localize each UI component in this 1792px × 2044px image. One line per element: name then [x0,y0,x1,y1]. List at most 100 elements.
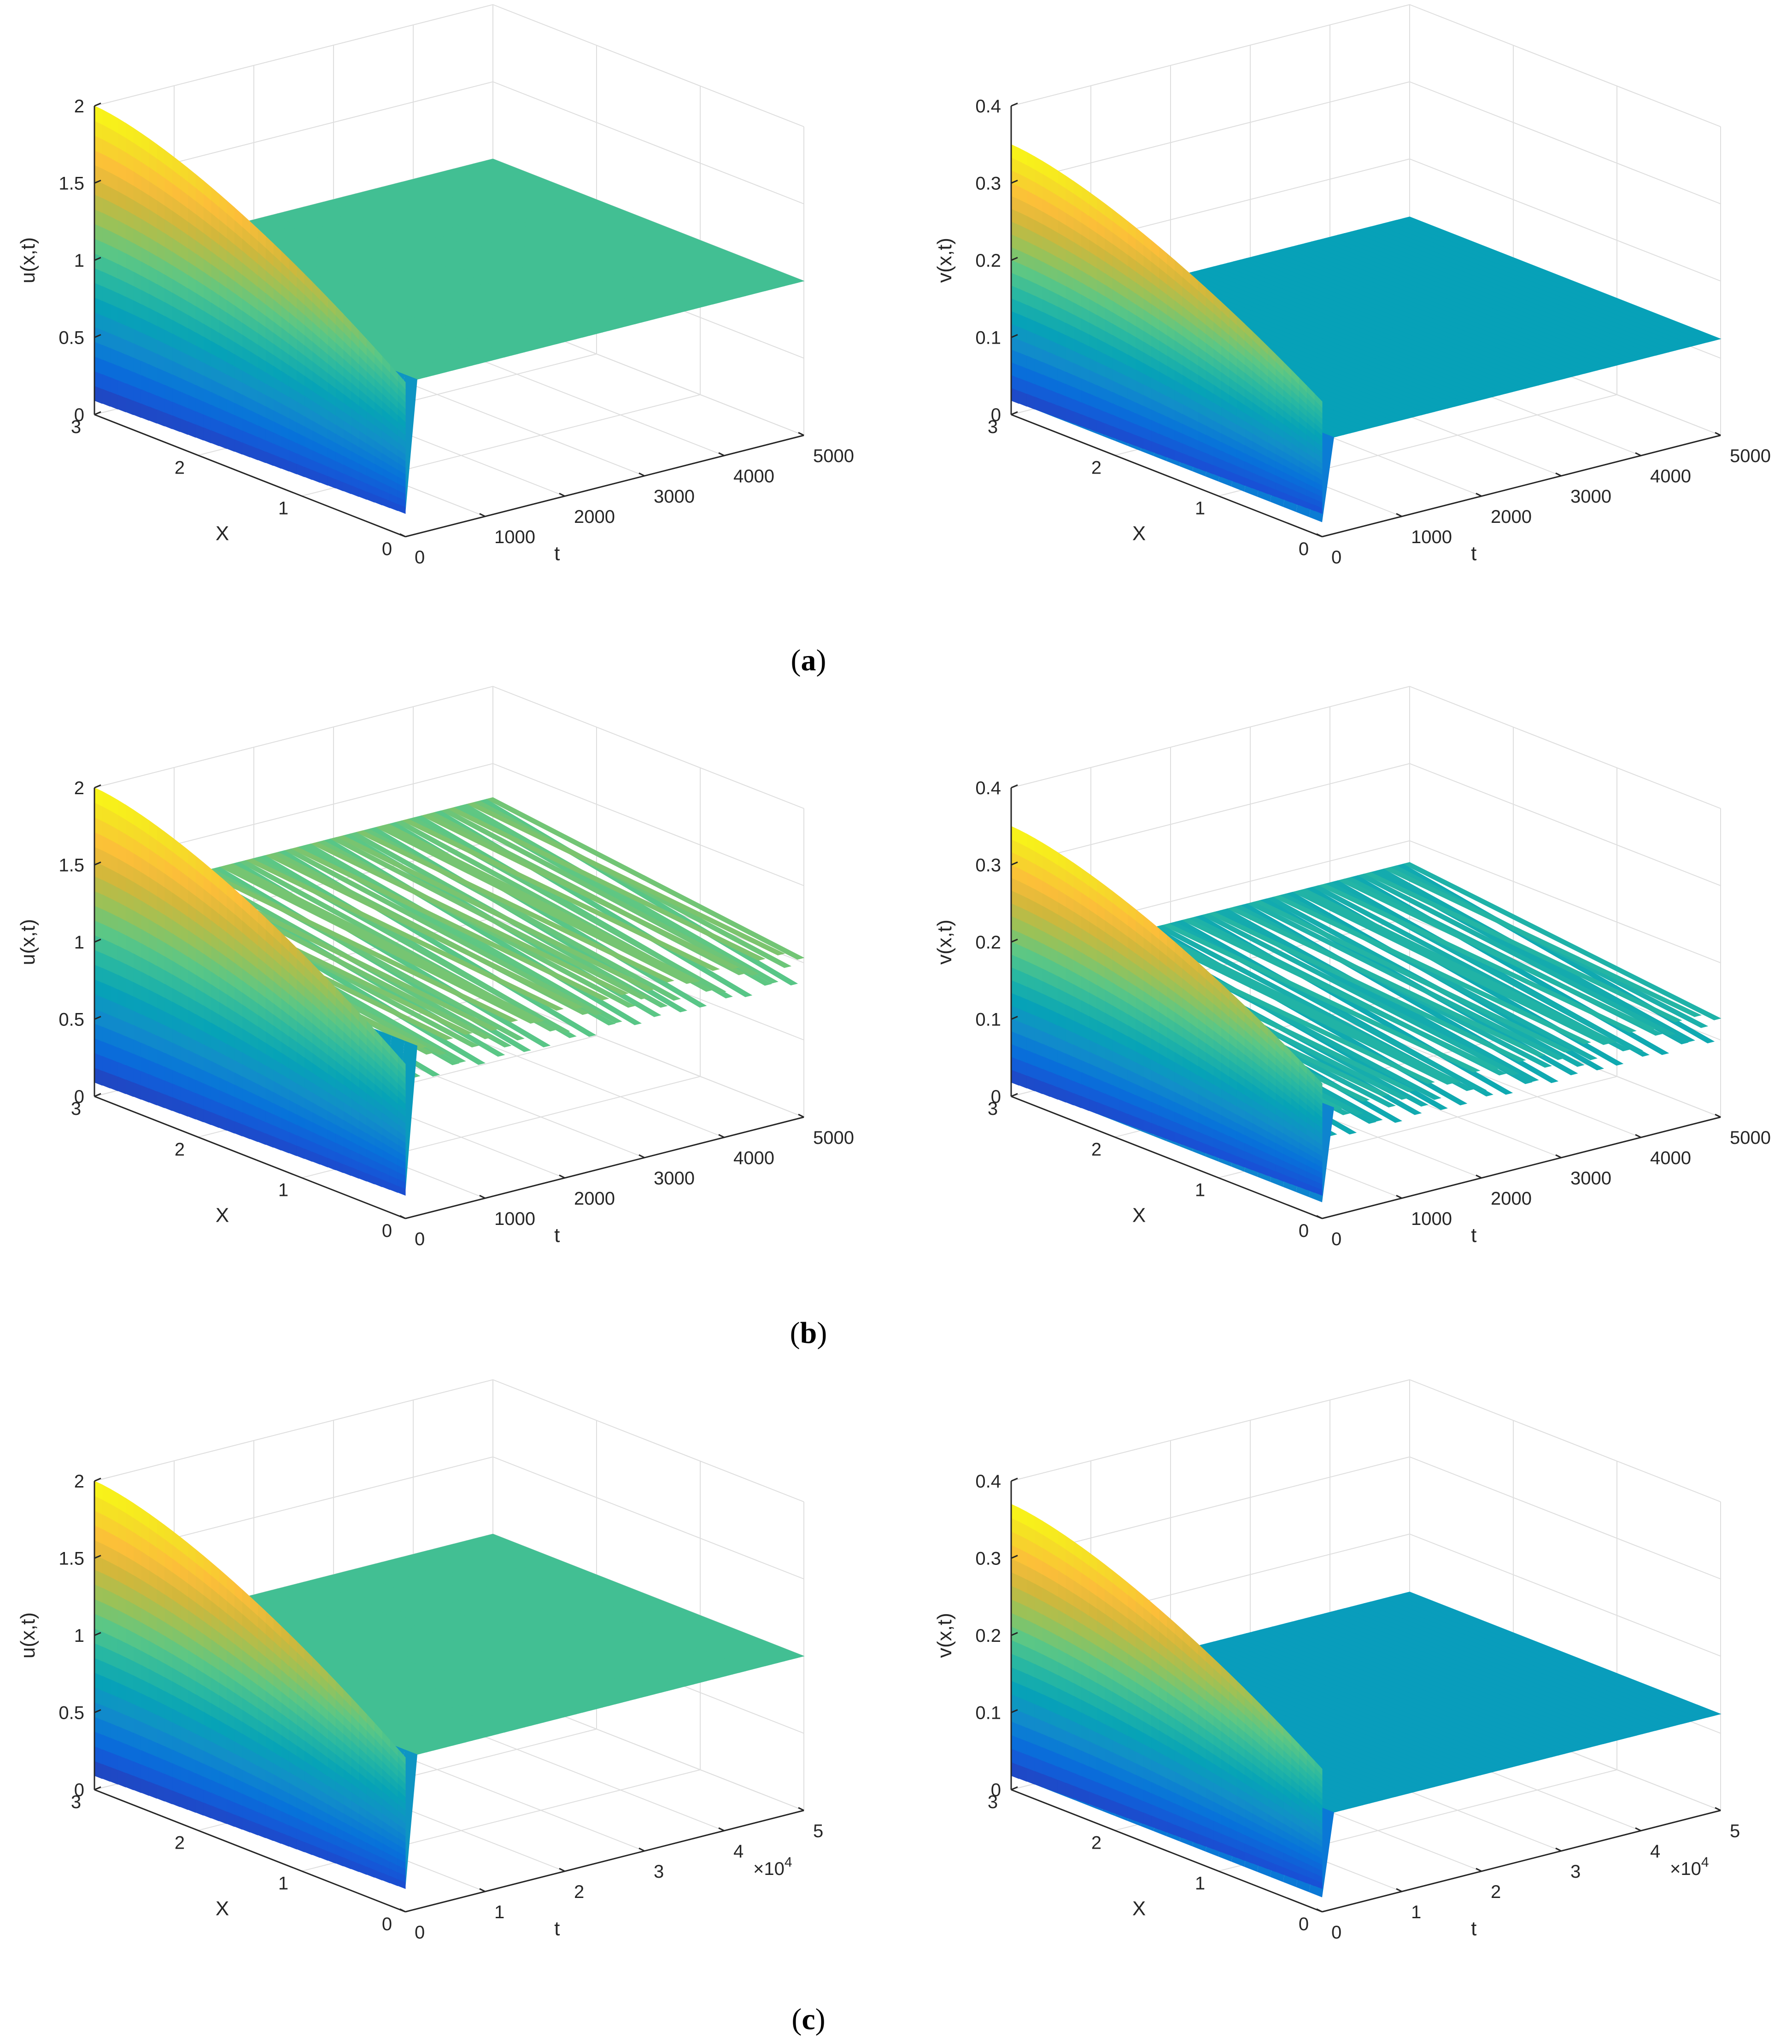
t-tick-label: 0 [1331,1229,1341,1249]
x-tick-label: 3 [71,1099,81,1119]
x-tick-label: 1 [1195,1180,1205,1201]
t-axis-label: t [1471,542,1476,565]
gridline-z [94,1379,804,1502]
t-axis-label: t [1471,1224,1476,1247]
z-tick-label: 0.3 [975,855,1001,876]
x-tick-label: 0 [382,1914,392,1934]
t-tick-label: 4 [733,1841,744,1862]
z-tick-label: 0.4 [975,96,1001,117]
t-tick-label: 5000 [813,446,854,466]
z-tick [94,257,101,261]
x-tick-label: 0 [382,539,392,559]
surface [1011,826,1722,1202]
z-axis-label: u(x,t) [17,919,39,965]
x-axis-label: X [216,1204,229,1227]
t-tick-label: 1000 [494,1209,535,1229]
z-tick-label: 0.1 [975,328,1001,348]
x-tick-label: 1 [278,1874,288,1894]
gridline-z [1011,1456,1721,1580]
gridline-z [94,685,804,809]
z-tick-label: 0.4 [975,778,1001,798]
x-tick-label: 2 [175,1139,185,1160]
z-tick-label: 0 [74,405,84,425]
t-tick-label: 4000 [733,1148,774,1168]
t-tick [798,432,804,436]
x-axis-line [94,414,406,538]
z-axis-label: u(x,t) [17,1612,39,1658]
surface [94,1481,805,1889]
t-tick [559,492,565,497]
panel-a-left: 00.511.520123010002000300040005000u(x,t)… [17,4,854,568]
t-tick-label: 0 [415,1922,425,1943]
surface [1011,1504,1722,1898]
x-tick-label: 3 [988,1099,998,1119]
z-tick-label: 2 [74,96,84,117]
z-tick [94,102,101,107]
t-tick [479,513,486,517]
x-tick-label: 0 [1299,1221,1309,1241]
panel-a-right: 00.10.20.30.40123010002000300040005000v(… [933,4,1771,568]
x-tick-label: 1 [278,498,288,519]
z-tick-label: 0.1 [975,1010,1001,1030]
gridline-z [1011,763,1721,886]
z-axis-label: v(x,t) [933,238,956,283]
x-tick-label: 1 [278,1180,288,1201]
z-tick-label: 1 [74,251,84,271]
t-tick-label: 5000 [1730,1128,1771,1148]
t-tick-label: 1000 [494,527,535,547]
z-tick-label: 0.3 [975,174,1001,194]
t-tick-label: 5000 [1730,446,1771,466]
z-tick-label: 2 [74,778,84,798]
x-tick-label: 2 [175,457,185,478]
x-tick-label: 2 [1091,457,1101,478]
gridline-x [301,86,701,497]
z-tick [94,411,101,416]
z-tick-label: 2 [74,1471,84,1492]
z-tick [94,180,101,184]
gridline-z [94,4,804,127]
z-tick-label: 0.5 [59,328,84,348]
gridline-z [1011,81,1721,205]
z-tick-label: 1.5 [59,1549,84,1569]
gridline-z [1011,1379,1721,1502]
t-tick [718,452,725,457]
x-tick-label: 3 [71,1792,81,1812]
t-tick-label: 1000 [1411,527,1452,547]
surface [94,105,805,514]
t-tick-label: 3 [654,1862,664,1882]
t-axis-line [405,434,804,538]
x-axis-label: X [216,522,229,545]
x-tick-label: 0 [1299,539,1309,559]
x-axis-label: X [1132,522,1146,545]
gridline-x [1218,86,1617,497]
x-axis-label: X [1132,1204,1146,1227]
surface [94,787,805,1196]
z-tick [94,334,101,338]
gridline-z [1011,685,1721,809]
z-tick-label: 1.5 [59,174,84,194]
t-tick-label: 1 [494,1902,504,1922]
t-tick [399,533,406,538]
t-tick-label: 4000 [1650,466,1691,486]
t-tick-label: 3000 [1570,1168,1611,1189]
x-tick-label: 2 [1091,1139,1101,1160]
t-tick-label: 3000 [1570,486,1611,507]
panel-b-right: 00.10.20.30.40123010002000300040005000v(… [933,685,1771,1249]
z-axis-label: u(x,t) [17,237,39,283]
x-tick-label: 0 [382,1221,392,1241]
t-tick-label: 0 [415,547,425,568]
t-tick-label: 2000 [1491,1189,1532,1209]
gridline-z [1011,4,1721,127]
t-tick-label: 0 [1331,547,1341,568]
surface [1011,144,1722,522]
panel-b-left: 00.511.520123010002000300040005000u(x,t)… [17,685,854,1249]
z-tick-label: 1 [74,932,84,953]
t-tick-label: 2 [574,1882,584,1902]
t-tick-label: 2000 [1491,507,1532,527]
t-tick-label: 5 [813,1821,823,1841]
z-tick-label: 1 [74,1626,84,1646]
t-tick-label: 2000 [574,507,615,527]
